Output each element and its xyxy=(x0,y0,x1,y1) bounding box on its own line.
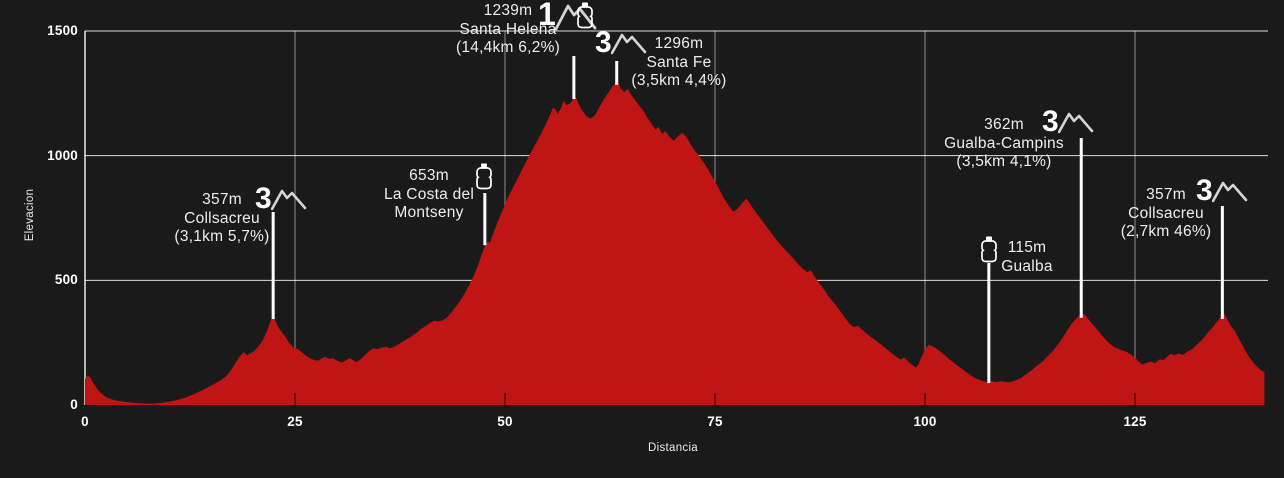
elevation-area xyxy=(85,80,1265,406)
x-tick-label-25: 25 xyxy=(287,414,303,429)
climb-category-number: 3 xyxy=(595,26,612,59)
x-tick-label-100: 100 xyxy=(913,414,937,429)
la-costa-del-montseny-line-2: La Costa del xyxy=(383,185,475,203)
gualba-campins-line-1: 362m xyxy=(984,116,1024,133)
water-bottle-icon xyxy=(577,2,593,34)
x-axis-title: Distancia xyxy=(648,442,698,454)
santa-helena-annotation: 1239m Santa Helena (14,4km 6,2%) xyxy=(378,2,638,58)
santa-helena-line-2: Santa Helena xyxy=(459,20,557,38)
collsacreu-2-line-1: 357m xyxy=(1146,186,1186,203)
x-tick-label-75: 75 xyxy=(707,414,723,429)
collsacreu-1-line-3: (3,1km 5,7%) xyxy=(174,228,270,246)
santa-fe-annotation: 1296m Santa Fe (3,5km 4,4%) xyxy=(549,35,809,91)
collsacreu-1-line-2: Collsacreu xyxy=(184,209,260,227)
la-costa-del-montseny-line-3: Montseny xyxy=(394,204,464,222)
x-tick-label-125: 125 xyxy=(1123,414,1147,429)
collsacreu-1-line-1: 357m xyxy=(202,191,242,208)
collsacreu-1-annotation: 357m Collsacreu (3,1km 5,7%) xyxy=(92,191,352,247)
climb-category-number: 3 xyxy=(1042,105,1059,138)
y-tick-label-0: 0 xyxy=(70,397,78,412)
la-costa-del-montseny-line-1: 653m xyxy=(409,167,449,184)
y-tick-label-1000: 1000 xyxy=(47,147,78,163)
mountain-outline xyxy=(1057,112,1093,134)
collsacreu-2-annotation: 357m Collsacreu (2,7km 46%) xyxy=(1036,186,1284,242)
water-bottle-icon xyxy=(476,163,492,195)
collsacreu-2-line-3: (2,7km 46%) xyxy=(1120,223,1212,241)
category-3-climb-icon: 3 xyxy=(1042,105,1094,138)
santa-fe-line-1: 1296m xyxy=(654,35,704,52)
climb-category-number: 3 xyxy=(1196,174,1213,207)
y-tick-label-500: 500 xyxy=(54,272,78,288)
gualba-line-1: 115m xyxy=(1007,239,1047,256)
water-bottle-icon xyxy=(981,236,997,268)
mountain-outline xyxy=(1211,181,1247,203)
category-3-climb-icon: 3 xyxy=(595,26,647,59)
category-3-climb-icon: 3 xyxy=(255,182,307,215)
category-3-climb-icon: 3 xyxy=(1196,174,1248,207)
gualba-campins-line-2: Gualba-Campins xyxy=(944,134,1064,152)
mountain-outline xyxy=(610,33,646,55)
category-1-climb-icon: 1 xyxy=(538,0,597,31)
la-costa-del-montseny-annotation: 653m La Costa del Montseny xyxy=(299,167,559,223)
mountain-outline xyxy=(270,189,306,211)
santa-helena-line-1: 1239m xyxy=(483,2,533,19)
mountain-outline xyxy=(554,4,597,31)
x-tick-label-0: 0 xyxy=(81,414,89,429)
y-tick-label-1500: 1500 xyxy=(47,23,78,38)
gualba-campins-line-3: (3,5km 4,1%) xyxy=(956,153,1052,171)
climb-category-number: 1 xyxy=(538,0,556,32)
santa-helena-line-3: (14,4km 6,2%) xyxy=(455,39,561,57)
gualba-line-2: Gualba xyxy=(1001,257,1053,275)
gualba-annotation: 115m Gualba xyxy=(897,239,1157,276)
gualba-campins-annotation: 362m Gualba-Campins (3,5km 4,1%) xyxy=(874,116,1134,172)
collsacreu-2-line-2: Collsacreu xyxy=(1128,204,1204,222)
climb-category-number: 3 xyxy=(255,182,272,215)
santa-fe-line-3: (3,5km 4,4%) xyxy=(631,72,727,90)
santa-fe-line-2: Santa Fe xyxy=(646,53,712,71)
x-tick-label-50: 50 xyxy=(497,414,513,429)
